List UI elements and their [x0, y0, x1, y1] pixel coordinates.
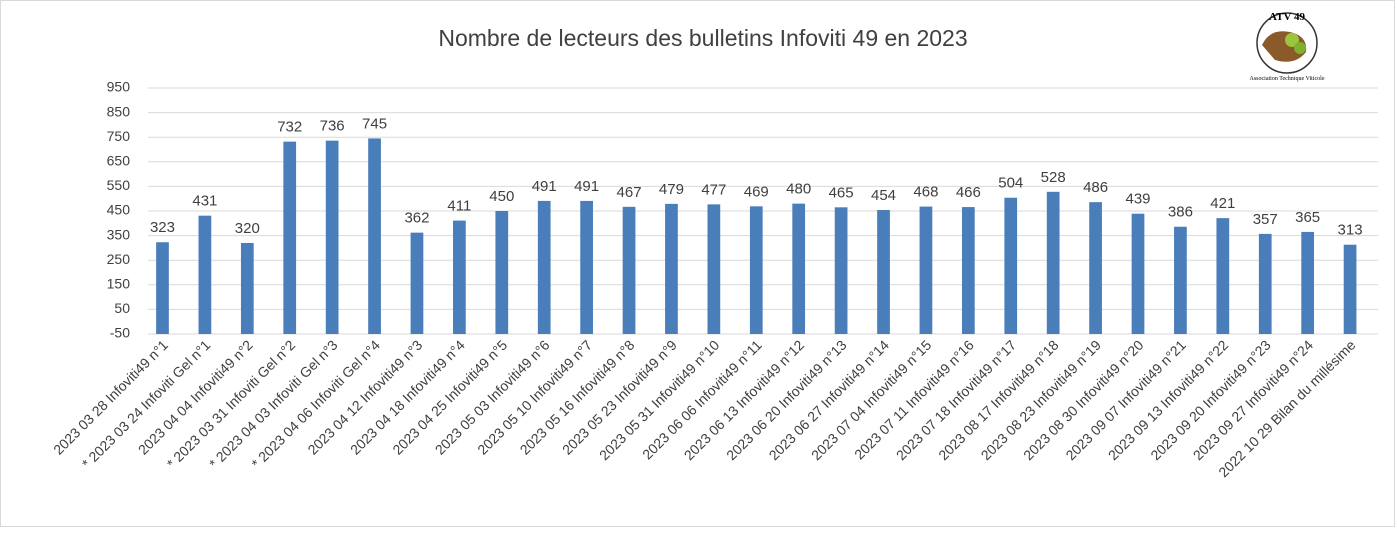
bar	[325, 140, 339, 334]
data-label: 504	[998, 175, 1023, 192]
data-label: 450	[489, 188, 514, 205]
data-label: 467	[617, 184, 642, 201]
y-tick-label: -50	[110, 325, 130, 341]
data-label: 732	[277, 119, 302, 136]
data-label: 465	[829, 184, 854, 201]
y-tick-label: 850	[107, 103, 131, 119]
bar	[1089, 202, 1102, 334]
bar	[834, 207, 848, 334]
bar	[961, 207, 975, 334]
data-label: 313	[1338, 222, 1363, 239]
data-label: 491	[532, 178, 557, 195]
y-tick-label: 350	[107, 226, 131, 242]
chart-title: Nombre de lecteurs des bulletins Infovit…	[438, 25, 967, 51]
bar	[707, 204, 721, 334]
data-label: 491	[574, 178, 599, 195]
y-tick-label: 750	[107, 128, 131, 144]
logo-title: ATV 49	[1269, 11, 1305, 23]
bar	[410, 232, 424, 334]
y-tick-label: 450	[107, 202, 131, 218]
bar	[283, 141, 297, 334]
data-label: 362	[404, 210, 429, 227]
y-tick-label: 150	[107, 276, 131, 292]
bar	[1258, 233, 1272, 334]
data-label: 745	[362, 115, 387, 132]
bar	[580, 200, 593, 334]
bar	[1301, 231, 1315, 334]
bar	[1046, 191, 1060, 334]
bar	[495, 211, 509, 334]
data-label: 421	[1210, 195, 1235, 212]
data-label: 469	[744, 183, 769, 200]
bar	[198, 215, 212, 334]
data-label: 365	[1295, 209, 1320, 226]
data-label: 468	[913, 184, 938, 201]
bar	[749, 206, 763, 334]
bar	[453, 220, 466, 334]
bar	[1343, 244, 1357, 334]
bar	[1004, 197, 1018, 334]
data-label: 477	[701, 181, 726, 198]
y-tick-label: 950	[107, 79, 131, 95]
logo: ATV 49 Association Technique Viticole	[1250, 11, 1325, 82]
data-label: 386	[1168, 204, 1193, 221]
bar	[368, 138, 381, 334]
data-label: 323	[150, 219, 175, 236]
y-tick-label: 50	[114, 300, 130, 316]
y-tick-label: 650	[107, 153, 131, 169]
y-tick-label: 550	[107, 177, 131, 193]
logo-grape	[1285, 33, 1299, 47]
bar	[877, 210, 890, 334]
data-label: 479	[659, 181, 684, 198]
bar	[156, 242, 169, 334]
bar	[1216, 218, 1230, 334]
data-label: 320	[235, 220, 260, 237]
bar	[622, 206, 636, 334]
data-label: 486	[1083, 179, 1108, 196]
bar	[665, 203, 678, 334]
bar	[1174, 226, 1187, 334]
data-label: 431	[192, 193, 217, 210]
bar	[537, 200, 551, 334]
bar	[919, 206, 933, 334]
data-label: 454	[871, 187, 896, 204]
logo-grape	[1294, 42, 1306, 54]
data-label: 411	[447, 198, 471, 215]
bar	[240, 242, 254, 334]
data-label: 466	[956, 184, 981, 201]
data-label: 528	[1041, 169, 1066, 186]
data-label: 439	[1125, 191, 1150, 208]
data-label: 480	[786, 181, 811, 198]
data-label: 357	[1253, 211, 1278, 228]
logo-subtitle: Association Technique Viticole	[1250, 76, 1325, 82]
bar	[792, 203, 806, 334]
bar	[1131, 213, 1145, 334]
y-tick-label: 250	[107, 251, 131, 267]
data-label: 736	[320, 118, 345, 135]
